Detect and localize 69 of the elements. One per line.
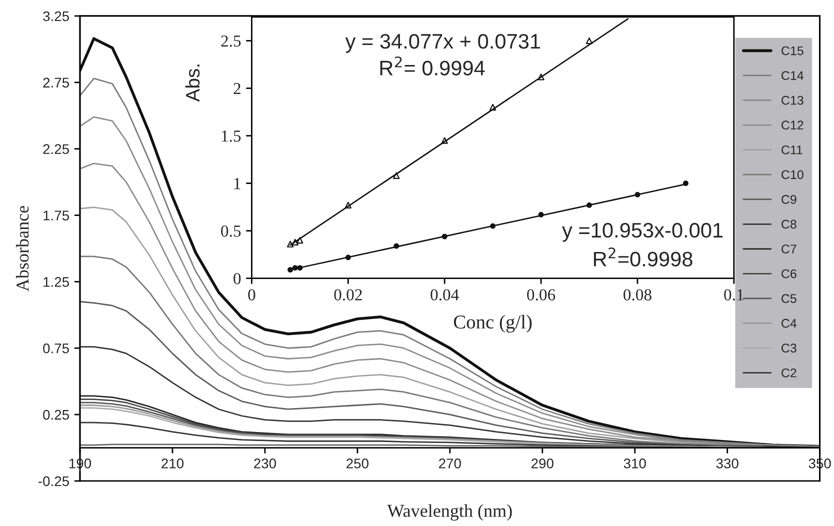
legend-label: C6 [782,269,796,278]
x-tick-label: 230 [254,458,276,468]
x-tick-label: 210 [162,458,184,468]
legend-label: C12 [782,120,804,130]
x-tick-label: 250 [346,458,368,468]
legend-label: C15 [782,46,804,56]
legend-label: C8 [782,220,796,229]
point [288,267,294,273]
legend-label: C14 [782,71,804,80]
point [441,137,448,144]
x-tick-label: 310 [624,458,646,468]
y-tick-label: 1.5 [222,130,241,142]
legend-label: C9 [782,195,796,204]
point [394,243,400,249]
point [538,74,544,80]
x-tick-label: 0.08 [624,289,652,301]
annotation: R$^{2}$=0.9998 [594,247,692,266]
x-axis-title: Wavelength (nm) [387,504,512,521]
y-tick-label: 0.75 [43,343,69,354]
y-tick-label: 0 [234,273,241,284]
x-tick-label: 330 [716,458,738,468]
y-axis-title: Abs. [185,64,200,102]
point [538,212,544,218]
legend-label: C3 [782,344,796,353]
point [682,180,688,186]
point [297,265,303,271]
legend-label: C4 [782,318,797,328]
y-tick-label: -0.25 [38,476,69,486]
point [586,202,592,208]
y-tick-label: 0.25 [43,410,69,420]
y-tick-label: 1.25 [44,277,69,287]
annotation: y =10.953x-0.001 [562,222,723,242]
y-tick-label: 2.75 [43,78,69,88]
x-tick-label: 290 [531,458,554,468]
y-tick-label: 0.5 [221,225,241,237]
y-tick-label: 2.25 [43,144,69,154]
point [286,240,294,248]
annotation: R$^{2}$= 0.9994 [380,56,485,76]
point [634,192,640,198]
point [489,104,496,111]
point [345,254,351,260]
point [393,172,400,180]
legend-label: C5 [782,294,796,303]
point [292,265,298,271]
x-tick-label: 0.02 [334,289,362,301]
y-tick-label: 2 [234,83,240,94]
x-tick-label: 0.06 [527,289,556,301]
y-tick-label: 2.5 [221,35,241,47]
point [292,238,298,246]
x-tick-label: 0.1 [724,289,744,301]
point [586,37,593,44]
point [490,223,496,229]
y-tick-label: 1.75 [44,210,69,220]
point [442,234,448,240]
y-tick-label: 1 [234,178,240,190]
point [344,202,352,208]
legend-label: C2 [782,368,796,378]
y-tick-label: 3.25 [43,11,69,22]
legend-label: C7 [782,244,796,254]
legend-label: C11 [782,145,802,154]
legend-label: C13 [782,96,804,105]
annotation: y = 34.077x + 0.0731 [345,34,540,53]
x-tick-label: 0 [248,289,256,300]
y-axis-title: Absorbance [16,206,29,292]
x-tick-label: 0.04 [430,289,459,301]
point [296,236,304,244]
x-axis-title: Conc (g/l) [454,314,532,333]
x-tick-label: 270 [439,458,461,468]
legend-label: C10 [782,170,804,180]
